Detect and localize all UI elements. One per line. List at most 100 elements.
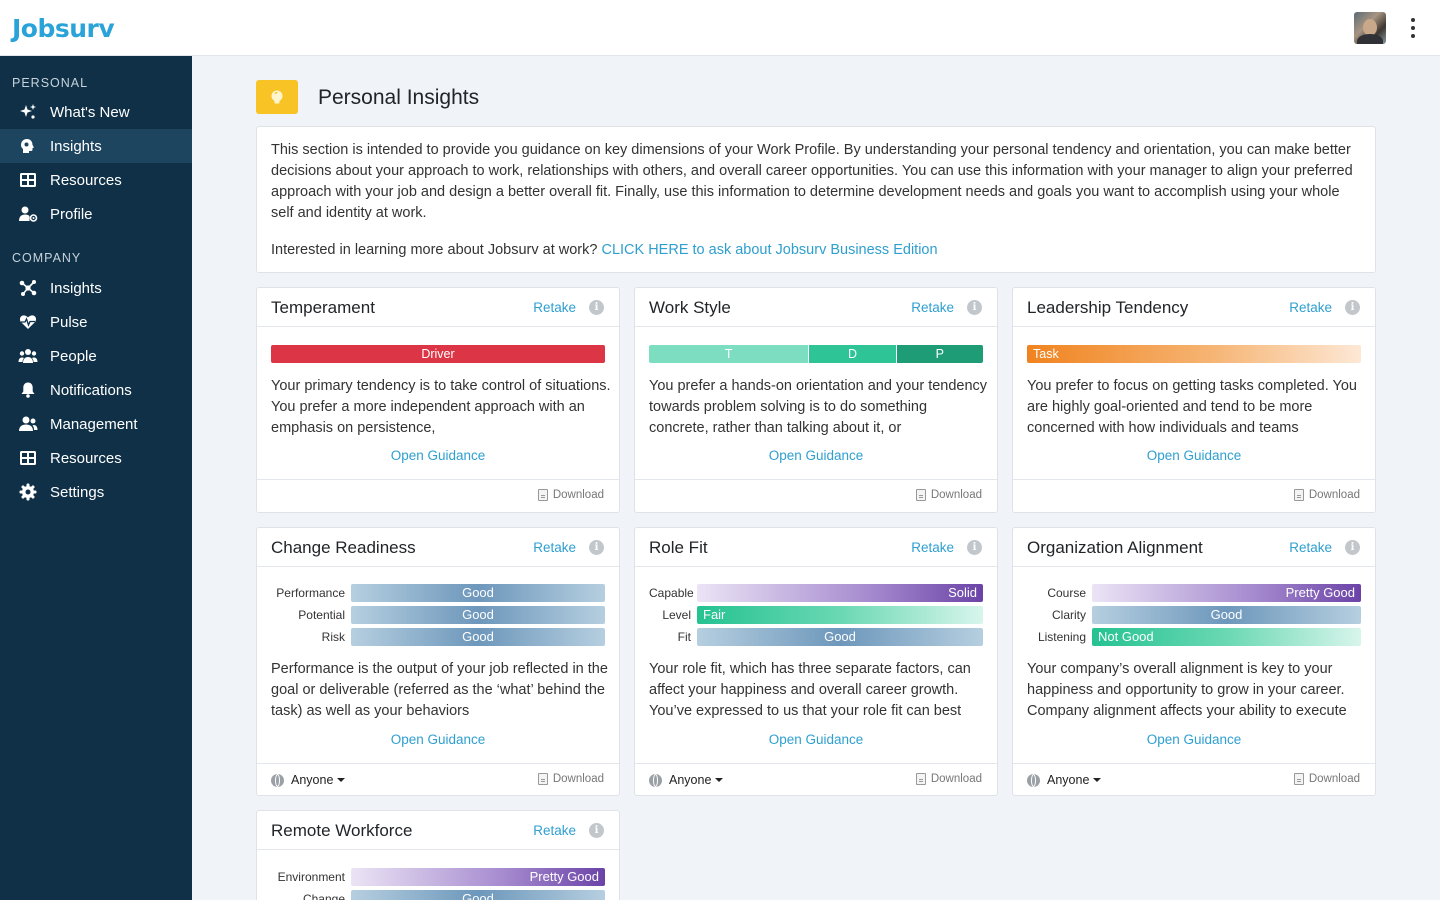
download-button[interactable]: Download [915, 773, 982, 785]
card-title: Organization Alignment [1027, 538, 1203, 557]
retake-link[interactable]: Retake [533, 540, 576, 555]
card-header: Temperament Retake i [257, 288, 619, 327]
sidebar-item-resources[interactable]: Resources [0, 163, 192, 197]
open-guidance-link[interactable]: Open Guidance [1146, 448, 1242, 463]
temperament-bar-label: Driver [421, 347, 455, 361]
card-role-fit: Role Fit Retake i Capable Solid Level Fa… [634, 527, 998, 796]
sidebar-item-label: Profile [50, 205, 93, 223]
sidebar-item-company-insights[interactable]: Insights [0, 271, 192, 305]
work-style-segment: T [649, 345, 809, 363]
sidebar-item-label: What's New [50, 103, 130, 121]
download-label: Download [1308, 489, 1360, 501]
card-title: Remote Workforce [271, 821, 413, 840]
document-icon [1293, 489, 1304, 501]
download-button[interactable]: Download [915, 489, 982, 501]
metric-bar: Pretty Good [1092, 584, 1361, 602]
avatar-body [1357, 34, 1383, 44]
temperament-bar: Driver [271, 345, 605, 363]
sidebar-item-people[interactable]: People [0, 339, 192, 373]
visibility-dropdown[interactable]: Anyone [649, 773, 724, 787]
card-header: Remote Workforce Retake i [257, 811, 619, 850]
retake-link[interactable]: Retake [911, 540, 954, 555]
work-style-segment: P [895, 345, 983, 363]
retake-link[interactable]: Retake [533, 823, 576, 838]
info-icon[interactable]: i [967, 300, 982, 315]
document-icon [915, 489, 926, 501]
card-footer: Download [1013, 479, 1375, 512]
info-icon[interactable]: i [589, 300, 604, 315]
metric-row-capable: Capable Solid [649, 584, 983, 602]
business-edition-link[interactable]: CLICK HERE to ask about Jobsurv Business… [601, 242, 938, 258]
metric-row-listening: Listening Not Good [1027, 628, 1361, 646]
metric-row-environment: Environment Pretty Good [271, 868, 605, 886]
visibility-label: Anyone [669, 773, 712, 787]
app-logo[interactable]: Jobsurv [12, 14, 115, 43]
open-guidance-link[interactable]: Open Guidance [768, 448, 864, 463]
download-button[interactable]: Download [1293, 773, 1360, 785]
resources-icon [18, 170, 38, 190]
sidebar-item-profile[interactable]: Profile [0, 197, 192, 231]
metric-label: Level [662, 608, 691, 622]
card-description: Your company’s overall alignment is key … [1027, 661, 1347, 719]
download-label: Download [552, 489, 604, 501]
open-guidance-link[interactable]: Open Guidance [390, 732, 486, 747]
card-change-readiness: Change Readiness Retake i Performance Go… [256, 527, 620, 796]
sidebar-item-notifications[interactable]: Notifications [0, 373, 192, 407]
caret-down-icon [715, 778, 724, 782]
card-organization-alignment: Organization Alignment Retake i Course P… [1012, 527, 1376, 796]
intro-text: This section is intended to provide you … [271, 142, 1353, 221]
document-icon [915, 773, 926, 785]
cta-text: Interested in learning more about Jobsur… [271, 242, 602, 258]
metric-bar: Fair [697, 606, 983, 624]
card-footer: Anyone Download [635, 763, 997, 795]
leadership-bar: Task [1027, 345, 1361, 363]
sidebar-item-label: Pulse [50, 313, 88, 331]
resources-icon [18, 448, 38, 468]
info-icon[interactable]: i [967, 540, 982, 555]
open-guidance-link[interactable]: Open Guidance [768, 732, 864, 747]
document-icon [537, 773, 548, 785]
metric-label: Environment [277, 870, 345, 884]
intro-panel: This section is intended to provide you … [256, 126, 1376, 273]
card-title: Role Fit [649, 538, 708, 557]
brain-icon [18, 136, 38, 156]
download-button[interactable]: Download [537, 773, 604, 785]
sidebar-item-whats-new[interactable]: What's New [0, 95, 192, 129]
open-guidance-link[interactable]: Open Guidance [1146, 732, 1242, 747]
user-avatar[interactable] [1354, 12, 1386, 44]
visibility-dropdown[interactable]: Anyone [271, 773, 346, 787]
info-icon[interactable]: i [1345, 540, 1360, 555]
metric-bar: Good [351, 628, 605, 646]
sidebar-item-management[interactable]: Management [0, 407, 192, 441]
globe-icon [649, 773, 662, 787]
download-button[interactable]: Download [1293, 489, 1360, 501]
download-button[interactable]: Download [537, 489, 604, 501]
open-guidance-link[interactable]: Open Guidance [390, 448, 486, 463]
metric-row-course: Course Pretty Good [1027, 584, 1361, 602]
visibility-label: Anyone [291, 773, 334, 787]
heart-pulse-icon [18, 312, 38, 332]
card-footer: Anyone Download [257, 763, 619, 795]
sidebar-item-pulse[interactable]: Pulse [0, 305, 192, 339]
visibility-dropdown[interactable]: Anyone [1027, 773, 1102, 787]
sidebar-item-settings[interactable]: Settings [0, 475, 192, 509]
info-icon[interactable]: i [589, 823, 604, 838]
kebab-dot [1411, 18, 1415, 22]
avatar-face [1363, 19, 1377, 36]
metric-label: Performance [276, 586, 345, 600]
card-description: Your role fit, which has three separate … [649, 661, 971, 719]
sidebar-item-insights[interactable]: Insights [0, 129, 192, 163]
metric-label: Course [1047, 586, 1086, 600]
retake-link[interactable]: Retake [533, 300, 576, 315]
retake-link[interactable]: Retake [911, 300, 954, 315]
sidebar-item-label: Settings [50, 483, 105, 501]
more-menu-icon[interactable] [1404, 18, 1422, 38]
info-icon[interactable]: i [1345, 300, 1360, 315]
info-icon[interactable]: i [589, 540, 604, 555]
card-leadership-tendency: Leadership Tendency Retake i Task You pr… [1012, 287, 1376, 513]
retake-link[interactable]: Retake [1289, 540, 1332, 555]
sidebar-item-company-resources[interactable]: Resources [0, 441, 192, 475]
retake-link[interactable]: Retake [1289, 300, 1332, 315]
metric-bar: Good [697, 628, 983, 646]
